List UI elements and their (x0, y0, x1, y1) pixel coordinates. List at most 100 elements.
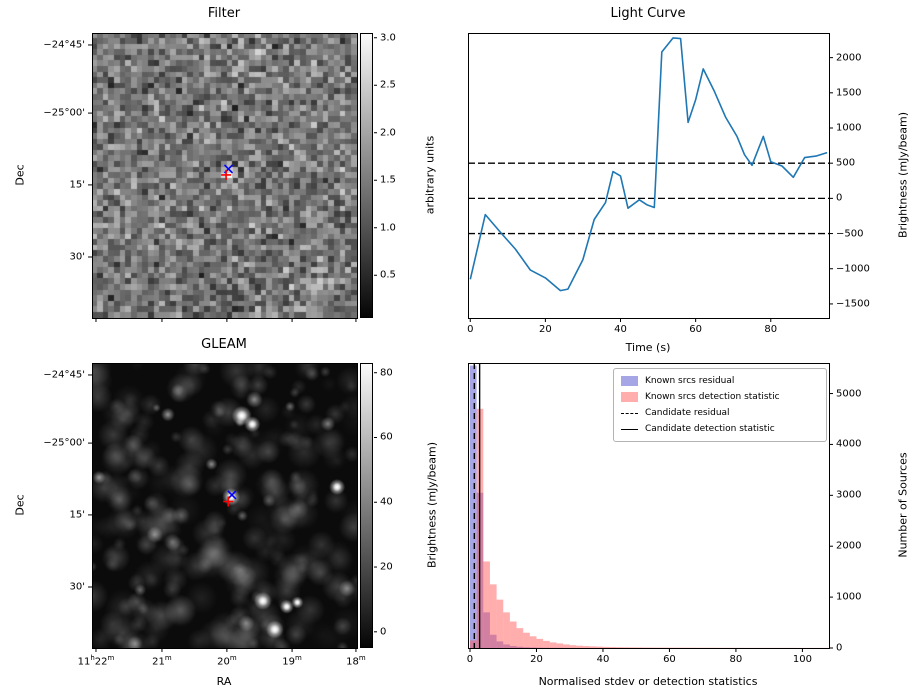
gleam-colorbar-label: Brightness (mJy/beam) (425, 441, 439, 569)
filter-colorbar-label: arbitrary units (423, 135, 437, 215)
gleam-ytick-label: −25°00' (43, 437, 85, 449)
legend-item-known-srcs-residual: Known srcs residual (621, 373, 819, 389)
hist-ytick-label: 1000 (836, 591, 862, 603)
hist-bar-series1 (596, 646, 603, 648)
hist-bar-series1 (563, 644, 570, 648)
gleam-ylabel: Dec (13, 494, 27, 516)
legend-item-candidate-residual: Candidate residual (621, 405, 819, 421)
gleam-colorbar (360, 363, 373, 648)
gleam-ytick-label: 15' (69, 509, 85, 521)
histogram-ylabel: Number of Sources (896, 452, 910, 558)
lc-ytick-label: 1000 (836, 122, 862, 134)
hist-bar-series1 (509, 621, 517, 648)
histogram-axes-border (468, 363, 830, 649)
lc-xtick-label: 0 (467, 324, 474, 335)
hist-bar-series1 (536, 638, 544, 648)
gleam-xtick-label: 20m (217, 654, 237, 668)
gleam-cbar-tick-label: 20 (380, 561, 393, 573)
hist-bar-series1 (543, 640, 550, 648)
hist-bar-series1 (516, 628, 524, 648)
hist-bar-series1 (602, 646, 610, 648)
hist-bar-series1 (629, 647, 637, 648)
filter-ytick-label: 30' (69, 251, 85, 263)
hist-bar-series1 (556, 643, 564, 648)
legend-item-label: Candidate detection statistic (645, 424, 775, 434)
gleam-xtick-label: 21m (152, 654, 172, 668)
hist-bar-series1 (589, 646, 597, 648)
legend-item-label: Known srcs residual (645, 376, 735, 386)
hist-bar-series1 (483, 561, 490, 648)
legend-item-label: Candidate residual (645, 408, 730, 418)
lc-ytick-label: −1500 (836, 298, 870, 310)
lc-xtick-label: 60 (689, 324, 703, 335)
gleam-cbar-tick-label: 40 (380, 496, 393, 508)
hist-xtick-label: 100 (792, 654, 812, 665)
hist-ytick-label: 3000 (836, 489, 862, 501)
hist-ytick-label: 5000 (836, 388, 862, 400)
hist-xtick-label: 20 (530, 654, 543, 665)
lc-ytick-label: −1000 (836, 263, 870, 275)
hist-bar-series1 (609, 647, 617, 648)
legend-line-swatch (621, 428, 638, 430)
light-curve-axes-border (468, 33, 830, 319)
filter-cbar-tick-label: 0.5 (380, 269, 396, 281)
gleam-source-plus-marker (223, 496, 234, 507)
hist-bar-series1 (489, 584, 497, 648)
hist-xtick-label: 0 (466, 654, 474, 665)
gleam-xlabel: RA (216, 675, 232, 688)
filter-cbar-tick-label: 2.5 (380, 79, 396, 91)
gleam-xtick-label: 11h22m (77, 654, 115, 668)
filter-cbar-tick-label: 1.0 (380, 222, 396, 234)
hist-ytick-label: 2000 (836, 540, 862, 552)
hist-bar-series1 (576, 645, 584, 648)
lc-ytick-label: 500 (836, 157, 856, 169)
filter-title: Filter (207, 6, 241, 21)
hist-bar-series1 (529, 636, 537, 648)
filter-source-plus-marker (221, 169, 232, 180)
histogram-xlabel: Normalised stdev or detection statistics (538, 675, 758, 688)
filter-colorbar (360, 33, 373, 318)
hist-bar-series1 (496, 599, 504, 648)
gleam-ytick-label: 30' (69, 581, 85, 593)
legend-item-candidate-detection-statistic: Candidate detection statistic (621, 421, 819, 437)
filter-ytick-label: −24°45' (43, 39, 85, 51)
filter-cbar-tick-label: 1.5 (380, 174, 396, 186)
legend-line-swatch (621, 412, 638, 414)
hist-xtick-label: 60 (663, 654, 676, 665)
lc-ytick-label: 0 (836, 192, 843, 204)
hist-bar-series1 (642, 647, 650, 648)
gleam-title: GLEAM (201, 337, 247, 352)
lc-xtick-label: 20 (539, 324, 552, 335)
hist-ytick-label: 0 (836, 642, 843, 654)
hist-ytick-label: 4000 (836, 438, 862, 450)
histogram-legend: Known srcs residual Known srcs detection … (613, 368, 827, 442)
legend-patch-swatch (621, 392, 638, 402)
filter-ylabel: Dec (13, 164, 27, 186)
hist-bar-series0 (469, 365, 477, 648)
legend-patch-swatch (621, 376, 638, 386)
gleam-cbar-tick-label: 0 (380, 626, 387, 638)
filter-axes-border (92, 33, 358, 319)
hist-bar-series1 (523, 632, 530, 648)
gleam-image (92, 363, 357, 648)
filter-cbar-tick-label: 3.0 (380, 32, 396, 44)
hist-bar-series1 (469, 640, 477, 648)
gleam-axes-border (92, 363, 358, 649)
lc-ytick-label: −500 (836, 228, 864, 240)
legend-item-label: Known srcs detection statistic (645, 392, 780, 402)
light-curve-ylabel: Brightness (mJy/beam) (896, 111, 910, 239)
gleam-cbar-tick-label: 80 (380, 367, 393, 379)
gleam-source-x-marker (227, 490, 237, 500)
lc-xtick-label: 40 (614, 324, 627, 335)
gleam-ytick-label: −24°45' (43, 369, 85, 381)
filter-ytick-label: 15' (69, 179, 85, 191)
gleam-xtick-label: 19m (282, 654, 302, 668)
lc-ytick-label: 2000 (836, 52, 862, 64)
gleam-cbar-tick-label: 60 (380, 431, 393, 443)
hist-bar-series1 (549, 642, 557, 648)
filter-ytick-label: −25°00' (43, 107, 85, 119)
lc-ytick-label: 1500 (836, 87, 862, 99)
legend-item-known-srcs-detection-statistic: Known srcs detection statistic (621, 389, 819, 405)
